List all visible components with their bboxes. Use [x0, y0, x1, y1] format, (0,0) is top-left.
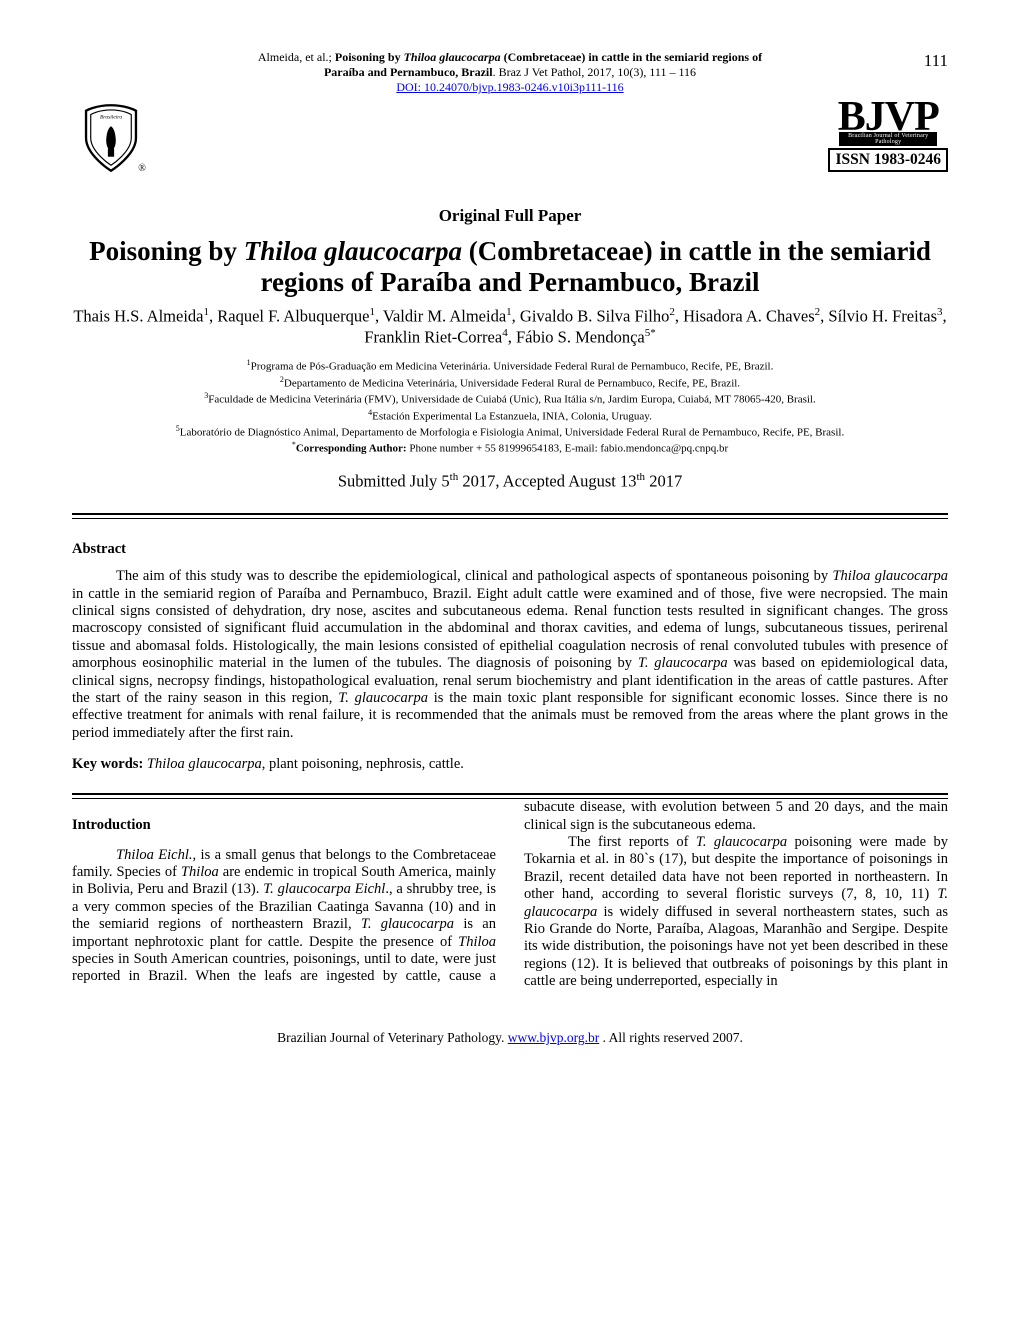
introduction-heading: Introduction — [72, 817, 496, 834]
svg-text:Brasileira: Brasileira — [100, 114, 122, 120]
journal-acronym: BJVP — [838, 100, 939, 136]
doi-link[interactable]: DOI: 10.24070/bjvp.1983-0246.v10i3p111-1… — [396, 80, 623, 94]
intro-para-2: The first reports of T. glaucocarpa pois… — [524, 834, 948, 991]
submission-dates: Submitted July 5th 2017, Accepted August… — [72, 471, 948, 492]
affiliation-5: 5Laboratório de Diagnóstico Animal, Depa… — [72, 424, 948, 440]
authors: Thais H.S. Almeida1, Raquel F. Albuquerq… — [72, 306, 948, 348]
paper-type: Original Full Paper — [72, 206, 948, 226]
running-head-line1: Almeida, et al.; Poisoning by Thiloa gla… — [72, 50, 948, 65]
body-columns: Introduction Thiloa Eichl., is a small g… — [72, 799, 948, 990]
abstract-body: The aim of this study was to describe th… — [72, 568, 948, 742]
affiliation-4: 4Estación Experimental La Estanzuela, IN… — [72, 408, 948, 424]
corresponding-author: *Corresponding Author: Phone number + 55… — [72, 440, 948, 456]
affiliation-1: 1Programa de Pós-Graduação em Medicina V… — [72, 358, 948, 374]
footer-link[interactable]: www.bjvp.org.br — [508, 1030, 600, 1045]
keywords-label: Key words: — [72, 756, 143, 772]
registered-icon: ® — [138, 163, 146, 174]
journal-logo: BJVP Brazilian Journal of Veterinary Pat… — [828, 100, 948, 173]
keywords: Key words: Thiloa glaucocarpa, plant poi… — [72, 756, 948, 773]
keywords-value: Thiloa glaucocarpa, plant poisoning, nep… — [143, 756, 464, 772]
issn-box: ISSN 1983-0246 — [828, 148, 948, 172]
divider-top — [72, 513, 948, 519]
running-head: 111 Almeida, et al.; Poisoning by Thiloa… — [72, 50, 948, 95]
affiliations: 1Programa de Pós-Graduação em Medicina V… — [72, 358, 948, 456]
running-head-doi[interactable]: DOI: 10.24070/bjvp.1983-0246.v10i3p111-1… — [72, 80, 948, 95]
abstract-heading: Abstract — [72, 541, 948, 558]
journal-logos: Brasileira ® BJVP Brazilian Journal of V… — [72, 90, 948, 182]
running-head-line2: Paraíba and Pernambuco, Brazil. Braz J V… — [72, 65, 948, 80]
page-number: 111 — [924, 50, 948, 71]
affiliation-3: 3Faculdade de Medicina Veterinária (FMV)… — [72, 391, 948, 407]
article-title: Poisoning by Thiloa glaucocarpa (Combret… — [72, 236, 948, 298]
page-footer: Brazilian Journal of Veterinary Patholog… — [72, 1030, 948, 1046]
journal-fullname: Brazilian Journal of Veterinary Patholog… — [839, 132, 937, 146]
society-logo: Brasileira ® — [72, 99, 150, 174]
affiliation-2: 2Departamento de Medicina Veterinária, U… — [72, 375, 948, 391]
